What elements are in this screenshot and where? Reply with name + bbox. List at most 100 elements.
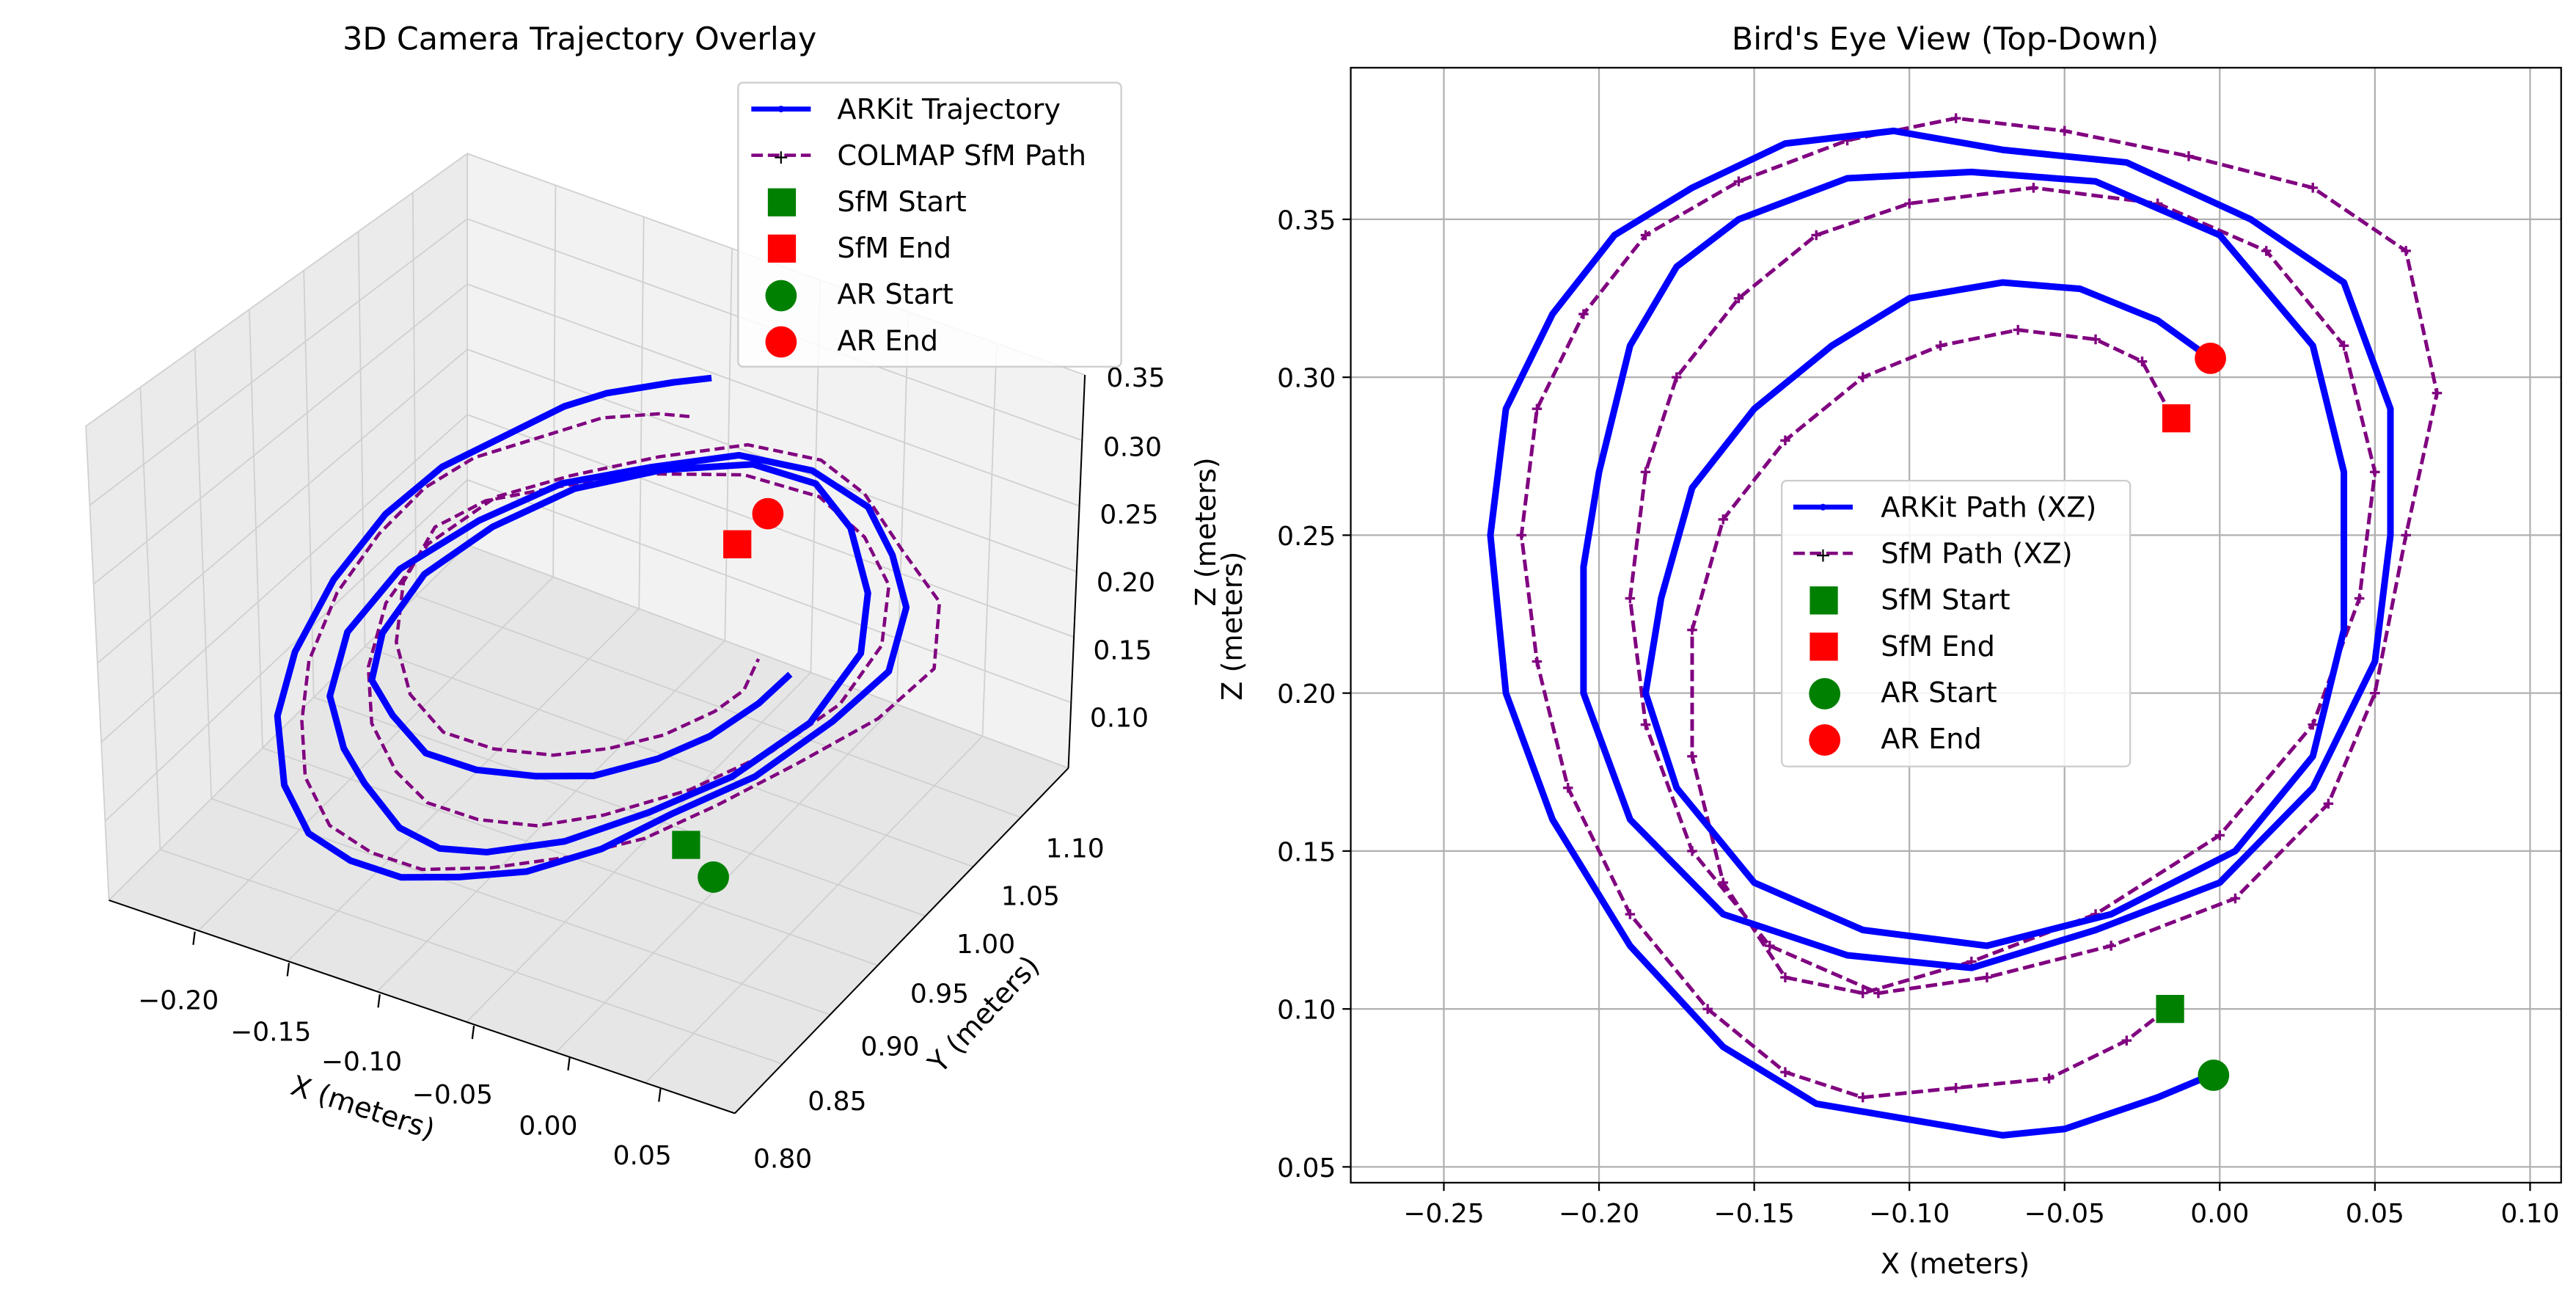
sfm-path-point <box>1857 1092 1868 1103</box>
legend-label: SfM End <box>1881 630 1995 663</box>
sfm-path-point <box>1935 340 1946 351</box>
plus-icon: + <box>1815 544 1832 566</box>
chart-2d: Bird's Eye View (Top-Down) −0.25 −0.20 −0.… <box>1216 21 2562 1281</box>
sfm-end-marker-3d <box>723 530 752 558</box>
y-axis-line <box>734 767 1069 1115</box>
x-tick-label: −0.15 <box>1713 1199 1794 1229</box>
sfm-path-point <box>2323 798 2334 809</box>
x-tick-label-3d: −0.05 <box>412 1080 493 1110</box>
colmap-sfm-path-line <box>300 412 942 872</box>
ar-end-marker-3d <box>752 497 784 530</box>
sfm-path-point <box>1687 624 1697 635</box>
y-tick-label: 0.35 <box>1277 205 1336 236</box>
z-ticks-3d: 0.10 0.15 0.20 0.25 0.30 0.35 <box>1090 363 1166 734</box>
gridline-3d <box>376 640 725 993</box>
ar-start-marker-3d <box>698 861 729 893</box>
y-tick-label-3d: 0.90 <box>860 1032 919 1062</box>
x-ticks-3d: −0.20 −0.15 −0.10 −0.05 0.00 0.05 <box>138 931 672 1171</box>
gridline-3d <box>466 479 1072 704</box>
gridline-3d <box>160 848 783 1065</box>
sfm-path-point <box>1672 372 1682 382</box>
sfm-path-point <box>1950 113 1961 123</box>
sfm-path-point <box>1625 909 1636 919</box>
sfm-path-point <box>2013 324 2024 335</box>
gridline-3d <box>93 283 468 585</box>
gridline-3d <box>197 576 554 932</box>
x-tick-label: −0.05 <box>2024 1199 2105 1229</box>
sfm-start-marker <box>2156 995 2184 1024</box>
sfm-path-point <box>2308 719 2318 730</box>
x-tick-3d <box>377 994 381 1008</box>
y-tick-label: 0.10 <box>1277 996 1336 1026</box>
sfm-path-point <box>2401 530 2411 541</box>
y-axis-label-2d: Z (meters) <box>1216 552 1249 701</box>
sfm-path-point <box>1532 656 1543 667</box>
gridline-3d <box>287 608 640 962</box>
ar-end-marker <box>2195 342 2226 374</box>
gridline-3d <box>466 671 812 1023</box>
z-tick-label-3d: 0.15 <box>1093 635 1152 665</box>
chart-3d-title: 3D Camera Trajectory Overlay <box>343 21 816 58</box>
sfm-path-point <box>1640 230 1651 241</box>
z-tick-label-3d: 0.20 <box>1097 568 1155 598</box>
sfm-path-point <box>2401 246 2411 256</box>
legend-item: ARKit Trajectory <box>751 93 1061 126</box>
sfm-path-point <box>2338 340 2349 351</box>
legend-2d: ARKit Path (XZ) + SfM Path (XZ) SfM Star… <box>1781 479 2132 767</box>
plus-icon: + <box>773 146 790 169</box>
sfm-path-point <box>2121 1035 2132 1046</box>
x-tick-label-3d: 0.05 <box>613 1141 672 1171</box>
z-axis-label-3d: Z (meters) <box>1190 457 1223 606</box>
sfm-path-point <box>1718 514 1729 525</box>
z-tick-label-3d: 0.10 <box>1090 704 1149 734</box>
y-tick-label: 0.05 <box>1277 1153 1336 1183</box>
gridline-3d <box>416 595 1021 818</box>
z-tick-label-3d: 0.35 <box>1106 363 1165 393</box>
y-tick-label-3d: 0.95 <box>910 980 969 1010</box>
sfm-path-point <box>2230 893 2241 904</box>
sfm-path-point <box>1718 878 1729 888</box>
sfm-path-point <box>1516 530 1527 541</box>
sfm-path-point <box>1780 972 1790 982</box>
sfm-path-point <box>2043 1073 2054 1084</box>
x-tick-label: 0.05 <box>2346 1199 2404 1229</box>
x-tick-label-3d: −0.10 <box>321 1047 402 1077</box>
x-tick-3d <box>286 963 290 977</box>
trajectories-2d <box>1487 113 2443 1139</box>
legend-label: SfM Start <box>837 186 966 219</box>
y-ticks-3d: 0.80 0.85 0.90 0.95 1.00 1.05 1.10 <box>753 833 1105 1174</box>
z-tick-label-3d: 0.25 <box>1099 500 1158 530</box>
ticks-2d: −0.25 −0.20 −0.15 −0.10 −0.05 0.00 0.05 0.10 0.0… <box>1277 205 2559 1229</box>
x-tick-3d <box>192 931 196 945</box>
legend-label: COLMAP SfM Path <box>837 139 1086 172</box>
sfm-path-point <box>2059 125 2070 136</box>
sfm-path-point <box>1640 719 1651 730</box>
sfm-path-point <box>1873 988 1884 999</box>
sfm-path-point <box>2432 387 2443 398</box>
legend-label: SfM Path (XZ) <box>1881 538 2072 571</box>
sfm-path-point <box>2090 334 2101 345</box>
sfm-path-point <box>1765 941 1775 951</box>
x-tick-3d <box>658 1088 662 1102</box>
x-tick-label: 0.00 <box>2190 1199 2249 1229</box>
legend-item: AR End <box>765 324 938 358</box>
y-tick-label-3d: 0.80 <box>753 1145 812 1175</box>
legend-label: AR Start <box>1881 676 1997 709</box>
y-tick-label-3d: 0.85 <box>808 1087 866 1117</box>
sfm-path-point <box>1687 751 1697 762</box>
x-tick-label-3d: −0.20 <box>138 986 219 1016</box>
arkit-trajectory-line <box>274 374 910 881</box>
z-axis-line <box>1067 374 1086 768</box>
sfm-path-point <box>2261 246 2272 256</box>
sfm-path-point <box>1640 467 1651 478</box>
y-tick-label-3d: 1.00 <box>956 930 1015 960</box>
x-tick-label: 0.10 <box>2500 1199 2559 1229</box>
sfm-end-marker <box>2162 404 2191 433</box>
legend-item: SfM Start <box>1810 584 2010 617</box>
sfm-path-point <box>1687 846 1697 856</box>
sfm-path-point <box>1982 972 1992 982</box>
legend-label: AR Start <box>837 278 953 311</box>
sfm-path-point <box>1733 293 1744 304</box>
gridline-3d <box>466 283 1080 507</box>
sfm-path-point <box>1780 435 1790 446</box>
